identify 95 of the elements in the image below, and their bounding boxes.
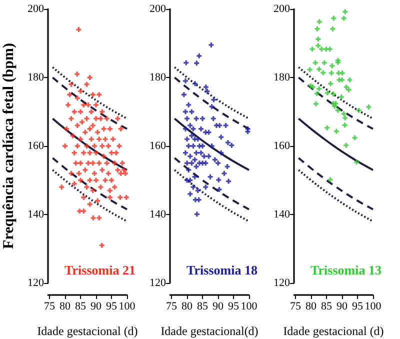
point	[340, 70, 345, 76]
x-tick-label: 95	[106, 300, 118, 312]
y-tick-label: 180	[28, 72, 44, 84]
point	[328, 70, 334, 76]
point	[346, 87, 352, 92]
point	[332, 104, 338, 109]
point	[331, 16, 336, 21]
point	[322, 60, 327, 66]
x-tick-label: 90	[90, 300, 102, 312]
point	[310, 46, 315, 52]
point	[335, 108, 340, 113]
x-tick-label: 85	[75, 300, 87, 312]
x-tick-label: 80	[306, 300, 318, 312]
point	[316, 36, 321, 42]
y-tick-label: 180	[150, 72, 166, 84]
x-axis-title: Idade gestacional(d)	[160, 324, 258, 338]
line-series	[298, 118, 374, 171]
point	[354, 160, 360, 165]
line-series	[174, 118, 250, 171]
point	[316, 66, 322, 72]
y-tick-label: 140	[28, 208, 44, 220]
point	[342, 122, 348, 128]
y-tick-label: 160	[274, 140, 290, 152]
line-series	[298, 66, 374, 120]
point	[330, 91, 336, 96]
x-axis-title: Idade gestacional (d)	[37, 324, 138, 338]
line-series	[298, 156, 374, 210]
x-tick-label: 75	[166, 300, 178, 312]
y-tick-label: 200	[28, 3, 44, 15]
x-tick-label: 85	[321, 300, 333, 312]
annotation: Trissomia 13	[310, 262, 382, 278]
point	[307, 67, 312, 72]
x-axis-title: Idade gestacional (d)	[283, 324, 384, 338]
point	[341, 111, 346, 116]
line-series	[52, 168, 128, 222]
point	[341, 16, 346, 21]
line-series	[174, 168, 250, 222]
x-tick-label: 100	[364, 300, 382, 312]
x-tick-label: 90	[212, 300, 224, 312]
line-series	[52, 76, 128, 130]
y-tick-label: 140	[274, 208, 290, 220]
y-axis-title: Frequência cardíaca fetal (bpm)	[1, 43, 18, 249]
point	[319, 46, 324, 52]
point	[330, 26, 336, 32]
point	[344, 142, 349, 148]
y-tick-label: 140	[150, 208, 166, 220]
y-tick-label: 160	[150, 140, 166, 152]
line-series	[52, 66, 128, 120]
point	[356, 108, 362, 113]
point	[320, 70, 326, 76]
point	[347, 77, 352, 82]
point	[342, 9, 348, 14]
x-tick-label: 100	[240, 300, 258, 312]
point	[316, 19, 322, 24]
point	[340, 77, 345, 82]
x-tick-label: 80	[182, 300, 194, 312]
point	[352, 135, 358, 140]
line-series	[298, 76, 374, 130]
point	[324, 125, 330, 130]
point	[334, 128, 339, 134]
y-tick-label: 120	[274, 277, 290, 289]
point	[330, 63, 335, 68]
y-tick-label: 160	[28, 140, 44, 152]
y-tick-label: 200	[150, 3, 166, 15]
point	[328, 81, 334, 86]
line-series	[52, 156, 128, 210]
point	[366, 104, 372, 110]
y-tick-label: 120	[150, 277, 166, 289]
annotation: Trissomia 21	[64, 262, 136, 278]
y-tick-label: 120	[28, 277, 44, 289]
x-tick-label: 80	[60, 300, 72, 312]
x-tick-label: 95	[352, 300, 364, 312]
x-tick-label: 75	[44, 300, 56, 312]
point	[328, 177, 333, 182]
line-series	[298, 168, 374, 222]
line-series	[174, 156, 250, 210]
point	[314, 91, 320, 96]
x-tick-label: 75	[290, 300, 302, 312]
point	[313, 101, 318, 106]
x-tick-label: 95	[228, 300, 240, 312]
point	[327, 46, 332, 52]
point	[316, 86, 322, 92]
point	[338, 94, 344, 100]
point	[314, 26, 320, 32]
point	[312, 60, 318, 66]
annotation: Trissomia 18	[186, 262, 258, 278]
y-tick-label: 180	[274, 72, 290, 84]
y-tick-label: 200	[274, 3, 290, 15]
point	[342, 115, 348, 120]
line-series	[174, 66, 250, 120]
point	[316, 43, 321, 48]
point	[324, 90, 330, 96]
x-tick-label: 85	[197, 300, 209, 312]
x-tick-label: 100	[118, 300, 136, 312]
x-tick-label: 90	[336, 300, 348, 312]
